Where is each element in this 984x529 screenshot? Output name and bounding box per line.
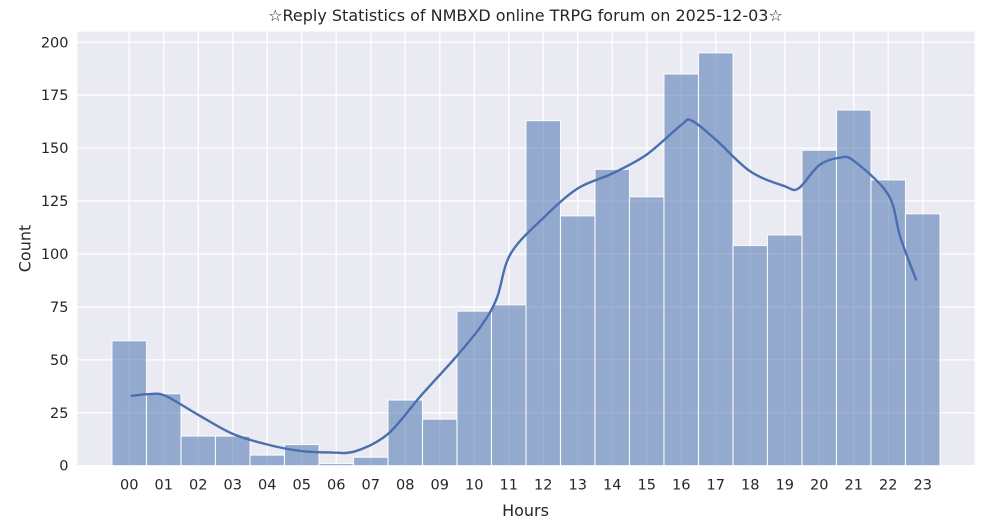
bar-hour-04 xyxy=(249,454,286,467)
bar-hour-09 xyxy=(421,418,458,467)
x-tick-07: 07 xyxy=(362,478,380,494)
y-tick-50: 50 xyxy=(50,353,68,369)
bar-hour-13 xyxy=(559,215,596,467)
x-tick-13: 13 xyxy=(569,478,587,494)
bar-hour-06 xyxy=(318,463,355,467)
bar-hour-03 xyxy=(214,435,251,467)
x-tick-00: 00 xyxy=(120,478,138,494)
bar-hour-20 xyxy=(801,149,838,467)
x-tick-01: 01 xyxy=(155,478,173,494)
tick-labels-layer: 0 25 50 75 100 125 150 175 200 00 01 02 03 04 05 06 07 08… xyxy=(41,35,932,493)
x-tick-05: 05 xyxy=(293,478,311,494)
x-tick-14: 14 xyxy=(603,478,621,494)
y-tick-75: 75 xyxy=(50,300,68,316)
x-tick-12: 12 xyxy=(534,478,552,494)
x-tick-04: 04 xyxy=(258,478,276,494)
bar-hour-23 xyxy=(904,213,941,467)
x-tick-06: 06 xyxy=(327,478,345,494)
x-tick-20: 20 xyxy=(810,478,828,494)
x-tick-17: 17 xyxy=(707,478,725,494)
x-tick-02: 02 xyxy=(189,478,207,494)
bar-hour-05 xyxy=(283,443,320,467)
x-tick-15: 15 xyxy=(638,478,656,494)
x-tick-19: 19 xyxy=(776,478,794,494)
y-tick-100: 100 xyxy=(41,247,69,263)
chart-title: ☆Reply Statistics of NMBXD online TRPG f… xyxy=(268,6,783,25)
x-axis-label: Hours xyxy=(502,501,549,520)
bar-hour-12 xyxy=(525,120,562,467)
bar-hour-17 xyxy=(697,52,734,467)
y-tick-150: 150 xyxy=(41,141,69,157)
x-tick-23: 23 xyxy=(914,478,932,494)
y-tick-125: 125 xyxy=(41,194,69,210)
bar-hour-22 xyxy=(870,179,907,467)
bar-hour-01 xyxy=(145,393,182,467)
x-tick-21: 21 xyxy=(845,478,863,494)
x-tick-16: 16 xyxy=(672,478,690,494)
x-tick-08: 08 xyxy=(396,478,414,494)
x-tick-18: 18 xyxy=(741,478,759,494)
bar-hour-14 xyxy=(594,168,631,467)
x-tick-09: 09 xyxy=(431,478,449,494)
bar-hour-07 xyxy=(352,456,389,467)
bar-hour-08 xyxy=(387,399,424,467)
x-tick-10: 10 xyxy=(465,478,483,494)
bar-hour-11 xyxy=(490,304,527,467)
bar-hour-18 xyxy=(732,244,769,467)
bar-hour-16 xyxy=(663,73,700,467)
bar-hour-00 xyxy=(111,340,148,467)
kde-curve-layer xyxy=(130,118,918,455)
y-tick-25: 25 xyxy=(50,406,68,422)
bar-hour-19 xyxy=(766,234,803,467)
y-tick-175: 175 xyxy=(41,88,69,104)
bar-hour-02 xyxy=(180,435,217,467)
bar-hour-21 xyxy=(835,109,872,467)
x-tick-11: 11 xyxy=(500,478,518,494)
x-tick-22: 22 xyxy=(879,478,897,494)
y-tick-200: 200 xyxy=(41,35,69,51)
y-axis-label: Count xyxy=(15,224,35,273)
bar-hour-15 xyxy=(628,196,665,467)
histogram-bars-layer xyxy=(111,52,941,467)
y-tick-0: 0 xyxy=(59,459,68,475)
kde-curve xyxy=(130,118,918,455)
x-tick-03: 03 xyxy=(224,478,242,494)
